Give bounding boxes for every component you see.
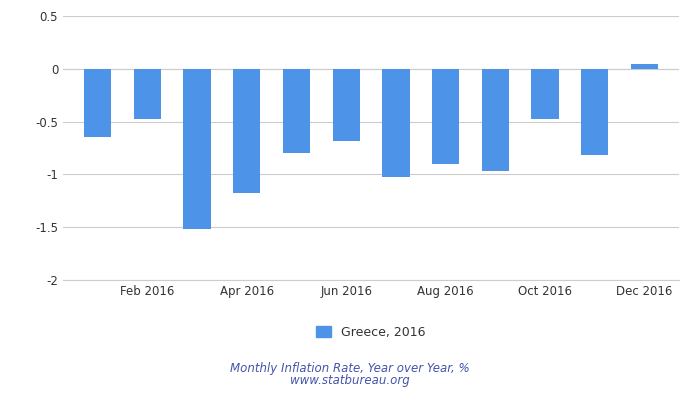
- Bar: [283, 69, 310, 153]
- Bar: [581, 69, 608, 155]
- Legend: Greece, 2016: Greece, 2016: [316, 326, 426, 339]
- Text: www.statbureau.org: www.statbureau.org: [290, 374, 410, 387]
- Bar: [134, 69, 161, 120]
- Bar: [482, 69, 509, 171]
- Bar: [382, 69, 410, 176]
- Bar: [531, 69, 559, 120]
- Bar: [84, 69, 111, 138]
- Bar: [233, 69, 260, 194]
- Bar: [631, 64, 658, 69]
- Text: Monthly Inflation Rate, Year over Year, %: Monthly Inflation Rate, Year over Year, …: [230, 362, 470, 375]
- Bar: [183, 69, 211, 229]
- Bar: [332, 69, 360, 141]
- Bar: [432, 69, 459, 164]
